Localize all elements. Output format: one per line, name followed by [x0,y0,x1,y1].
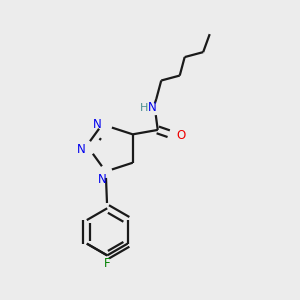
Text: H: H [140,103,148,113]
Text: F: F [104,257,110,270]
Text: O: O [177,129,186,142]
Text: N: N [93,118,102,130]
Text: N: N [76,143,85,157]
Text: N: N [98,172,106,186]
Text: N: N [148,101,156,114]
